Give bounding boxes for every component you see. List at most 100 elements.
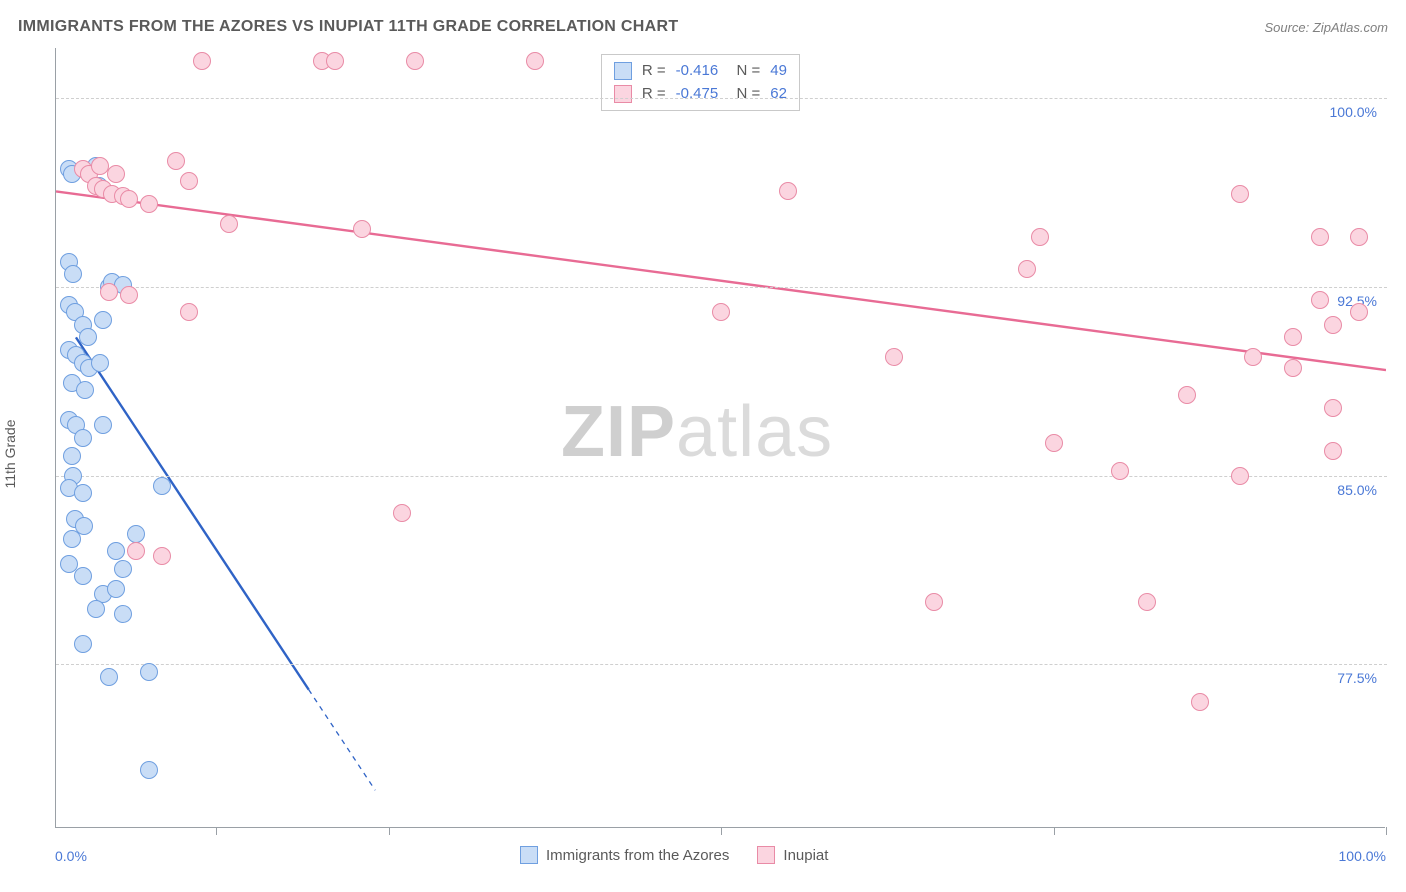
data-point xyxy=(127,525,145,543)
title-row: IMMIGRANTS FROM THE AZORES VS INUPIAT 11… xyxy=(18,18,1388,36)
data-point xyxy=(76,381,94,399)
legend-row: R = -0.416 N = 49 xyxy=(614,60,787,83)
data-point xyxy=(140,195,158,213)
data-point xyxy=(87,600,105,618)
chart-title: IMMIGRANTS FROM THE AZORES VS INUPIAT 11… xyxy=(18,18,678,36)
data-point xyxy=(220,215,238,233)
data-point xyxy=(64,265,82,283)
data-point xyxy=(1138,593,1156,611)
data-point xyxy=(91,354,109,372)
watermark-zip: ZIP xyxy=(561,392,676,472)
data-point xyxy=(107,580,125,598)
data-point xyxy=(63,447,81,465)
data-point xyxy=(107,165,125,183)
legend-r-value: -0.475 xyxy=(676,83,719,106)
data-point xyxy=(180,172,198,190)
data-point xyxy=(779,182,797,200)
legend-label: Immigrants from the Azores xyxy=(546,847,729,864)
x-tick xyxy=(389,827,390,835)
legend-row: R = -0.475 N = 62 xyxy=(614,83,787,106)
data-point xyxy=(1231,467,1249,485)
data-point xyxy=(114,605,132,623)
data-point xyxy=(120,286,138,304)
x-tick xyxy=(721,827,722,835)
data-point xyxy=(1324,442,1342,460)
scatter-plot-area: ZIPatlas R = -0.416 N = 49R = -0.475 N =… xyxy=(55,48,1385,828)
data-point xyxy=(1311,291,1329,309)
data-point xyxy=(180,303,198,321)
data-point xyxy=(1350,303,1368,321)
data-point xyxy=(120,190,138,208)
data-point xyxy=(1018,260,1036,278)
data-point xyxy=(94,311,112,329)
gridline-h xyxy=(56,287,1387,288)
data-point xyxy=(1031,228,1049,246)
data-point xyxy=(1350,228,1368,246)
gridline-h xyxy=(56,98,1387,99)
legend-r-label: R = xyxy=(642,60,666,83)
legend-n-label: N = xyxy=(728,83,760,106)
data-point xyxy=(1191,693,1209,711)
correlation-legend: R = -0.416 N = 49R = -0.475 N = 62 xyxy=(601,54,800,111)
data-point xyxy=(140,761,158,779)
data-point xyxy=(193,52,211,70)
legend-swatch xyxy=(520,846,538,864)
source-credit: Source: ZipAtlas.com xyxy=(1264,20,1388,35)
data-point xyxy=(406,52,424,70)
data-point xyxy=(100,668,118,686)
trend-lines-layer xyxy=(56,48,1386,828)
legend-item: Immigrants from the Azores xyxy=(520,846,729,864)
data-point xyxy=(74,429,92,447)
legend-swatch xyxy=(614,85,632,103)
legend-swatch xyxy=(614,62,632,80)
legend-n-value: 49 xyxy=(770,60,787,83)
data-point xyxy=(63,530,81,548)
data-point xyxy=(127,542,145,560)
data-point xyxy=(167,152,185,170)
data-point xyxy=(393,504,411,522)
data-point xyxy=(1324,399,1342,417)
legend-r-value: -0.416 xyxy=(676,60,719,83)
legend-label: Inupiat xyxy=(783,847,828,864)
data-point xyxy=(712,303,730,321)
data-point xyxy=(885,348,903,366)
data-point xyxy=(925,593,943,611)
data-point xyxy=(1284,328,1302,346)
series-legend: Immigrants from the Azores Inupiat xyxy=(520,846,828,864)
legend-item: Inupiat xyxy=(757,846,828,864)
data-point xyxy=(1311,228,1329,246)
watermark-atlas: atlas xyxy=(676,392,833,472)
y-tick-label: 85.0% xyxy=(1337,482,1377,498)
legend-swatch xyxy=(757,846,775,864)
x-axis-min-label: 0.0% xyxy=(55,848,87,864)
data-point xyxy=(140,663,158,681)
data-point xyxy=(1111,462,1129,480)
gridline-h xyxy=(56,664,1387,665)
data-point xyxy=(74,635,92,653)
x-tick xyxy=(1054,827,1055,835)
watermark: ZIPatlas xyxy=(561,391,833,473)
data-point xyxy=(526,52,544,70)
data-point xyxy=(1178,386,1196,404)
y-tick-label: 100.0% xyxy=(1330,104,1377,120)
data-point xyxy=(94,416,112,434)
data-point xyxy=(1244,348,1262,366)
data-point xyxy=(74,567,92,585)
data-point xyxy=(353,220,371,238)
x-tick xyxy=(1386,827,1387,835)
data-point xyxy=(153,547,171,565)
data-point xyxy=(153,477,171,495)
legend-n-label: N = xyxy=(728,60,760,83)
x-axis-max-label: 100.0% xyxy=(1339,848,1386,864)
data-point xyxy=(1231,185,1249,203)
legend-n-value: 62 xyxy=(770,83,787,106)
data-point xyxy=(107,542,125,560)
data-point xyxy=(79,328,97,346)
data-point xyxy=(1045,434,1063,452)
y-tick-label: 77.5% xyxy=(1337,670,1377,686)
y-axis-label: 11th Grade xyxy=(2,419,18,488)
data-point xyxy=(74,484,92,502)
legend-r-label: R = xyxy=(642,83,666,106)
data-point xyxy=(100,283,118,301)
data-point xyxy=(1324,316,1342,334)
